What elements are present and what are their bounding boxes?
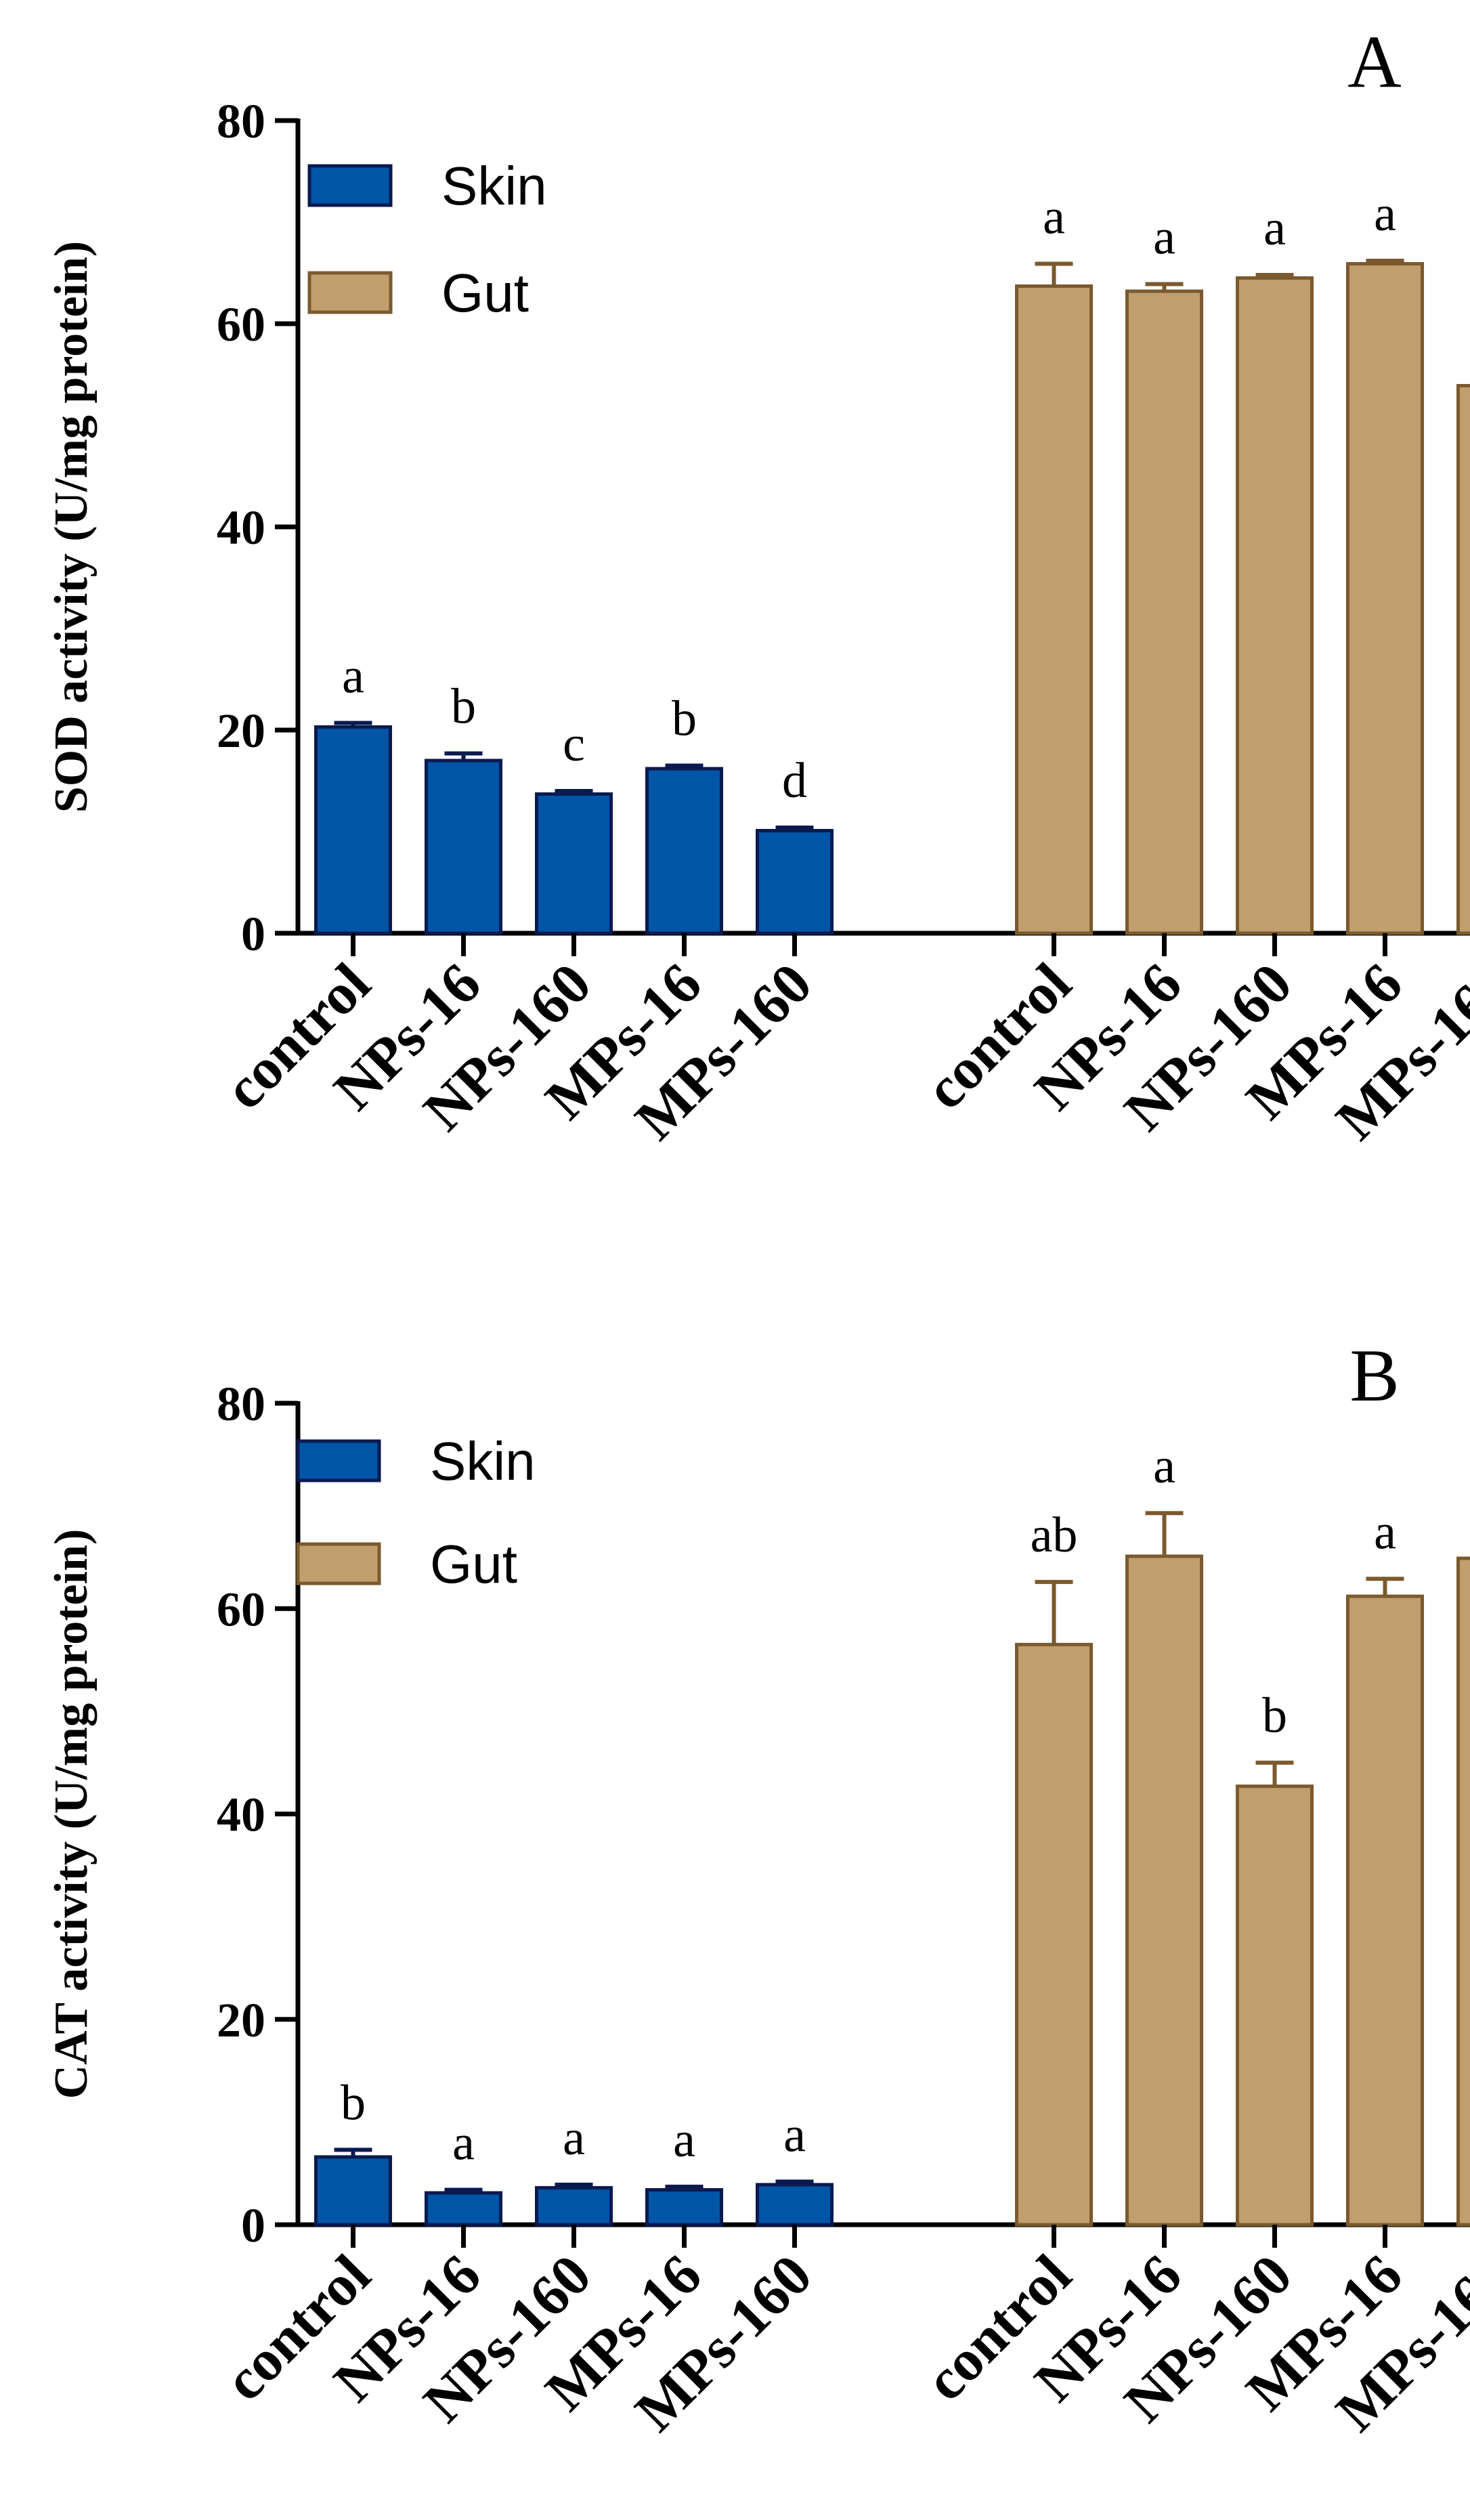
bar [1346,262,1424,935]
y-tick-label: 40 [217,500,265,555]
y-tick-label: 0 [241,2198,265,2252]
bar [1236,1785,1314,2227]
significance-label: b [672,691,697,747]
y-axis-label: SOD activity (U/mg protein) [45,241,98,813]
bar [645,2187,723,2227]
significance-label: d [782,753,807,809]
significance-label: a [1263,200,1286,256]
legend-label: Skin [441,156,547,216]
y-tick-label: 0 [241,907,265,961]
y-tick-label: 60 [217,1582,265,1636]
bar [1125,1554,1203,2227]
significance-label: a [1153,210,1175,265]
significance-label: b [1262,1688,1287,1744]
legend-label: Gut [430,1534,517,1594]
bar [1346,1594,1424,2227]
y-tick-label: 20 [217,1993,265,2047]
significance-label: a [1374,1504,1396,1560]
significance-label: a [1043,190,1065,245]
legend-swatch [296,1542,381,1585]
significance-label: ab [1031,1508,1078,1563]
bar [535,2185,613,2227]
significance-label: b [341,2075,366,2131]
y-tick-label: 40 [217,1788,265,1842]
bar [535,792,613,935]
bar [425,2191,502,2227]
legend-label: Skin [430,1431,536,1491]
y-axis-label: CAT activity (U/mg protein) [45,1529,98,2099]
bar [1015,1642,1093,2227]
significance-label: a [1374,186,1396,242]
significance-label: a [342,649,364,704]
significance-label: b [451,679,476,735]
legend-swatch [307,271,393,314]
significance-label: c [563,717,585,772]
bar [1015,284,1093,935]
bar [645,767,723,935]
legend-swatch [307,164,393,207]
significance-label: a [673,2112,695,2168]
bar [425,759,502,935]
y-tick-label: 60 [217,297,265,351]
panel-label: A [1347,20,1401,103]
bar [1236,276,1314,935]
y-tick-label: 80 [217,1377,265,1431]
bar [756,829,834,935]
bar [1125,289,1203,935]
significance-label: a [563,2110,585,2166]
bar [1456,384,1470,935]
bar [314,725,392,935]
significance-label: a [452,2115,475,2171]
bar [314,2155,392,2227]
legend-label: Gut [441,263,529,323]
y-tick-label: 20 [217,704,265,758]
legend-swatch [296,1439,381,1482]
significance-label: a [1153,1438,1175,1494]
bar [756,2183,834,2227]
panel-label: B [1349,1334,1399,1417]
significance-label: a [783,2107,806,2162]
y-tick-label: 80 [217,94,265,148]
bar [1456,1556,1470,2227]
